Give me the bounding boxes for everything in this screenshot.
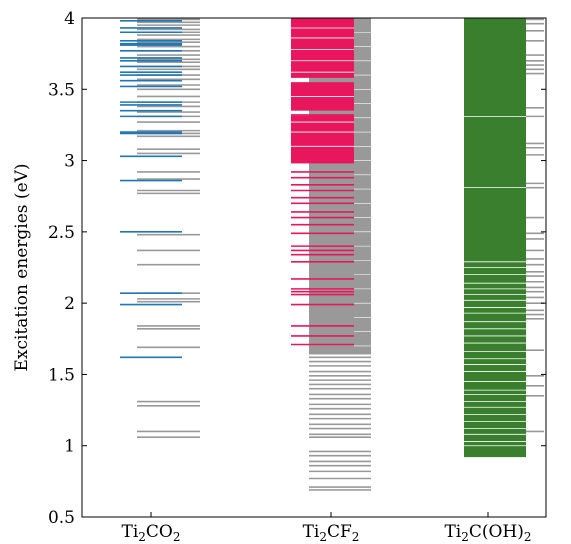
axes: Ti2CO2 Ti2CF2 Ti2C(OH)2 0.5 1 1.5 2 2.5 3 3.5 4 bbox=[48, 9, 546, 544]
y-tick-label: 1 bbox=[64, 437, 75, 457]
y-axis-label: Excitation energies (eV) bbox=[12, 163, 32, 371]
category-label-ti2cf2: Ti2CF2 bbox=[303, 522, 360, 544]
excitation-band-ti2coh2 bbox=[464, 18, 526, 458]
category-label-ti2co2: Ti2CO2 bbox=[121, 522, 180, 544]
excitation-band-ti2cf2 bbox=[291, 18, 354, 78]
y-tick-label: 1.5 bbox=[48, 365, 75, 385]
excitation-band-ti2cf2 bbox=[291, 116, 354, 164]
y-tick-label: 3 bbox=[64, 152, 75, 172]
y-tick-label: 2.5 bbox=[48, 223, 75, 243]
y-tick-label: 3.5 bbox=[48, 80, 75, 100]
y-tick-label: 0.5 bbox=[48, 508, 75, 528]
category-label-ti2coh2: Ti2C(OH)2 bbox=[444, 522, 531, 544]
plot-frame bbox=[81, 17, 547, 518]
energy-levels bbox=[120, 18, 544, 491]
y-tick-label: 4 bbox=[64, 9, 75, 29]
y-tick-label: 2 bbox=[64, 294, 75, 314]
